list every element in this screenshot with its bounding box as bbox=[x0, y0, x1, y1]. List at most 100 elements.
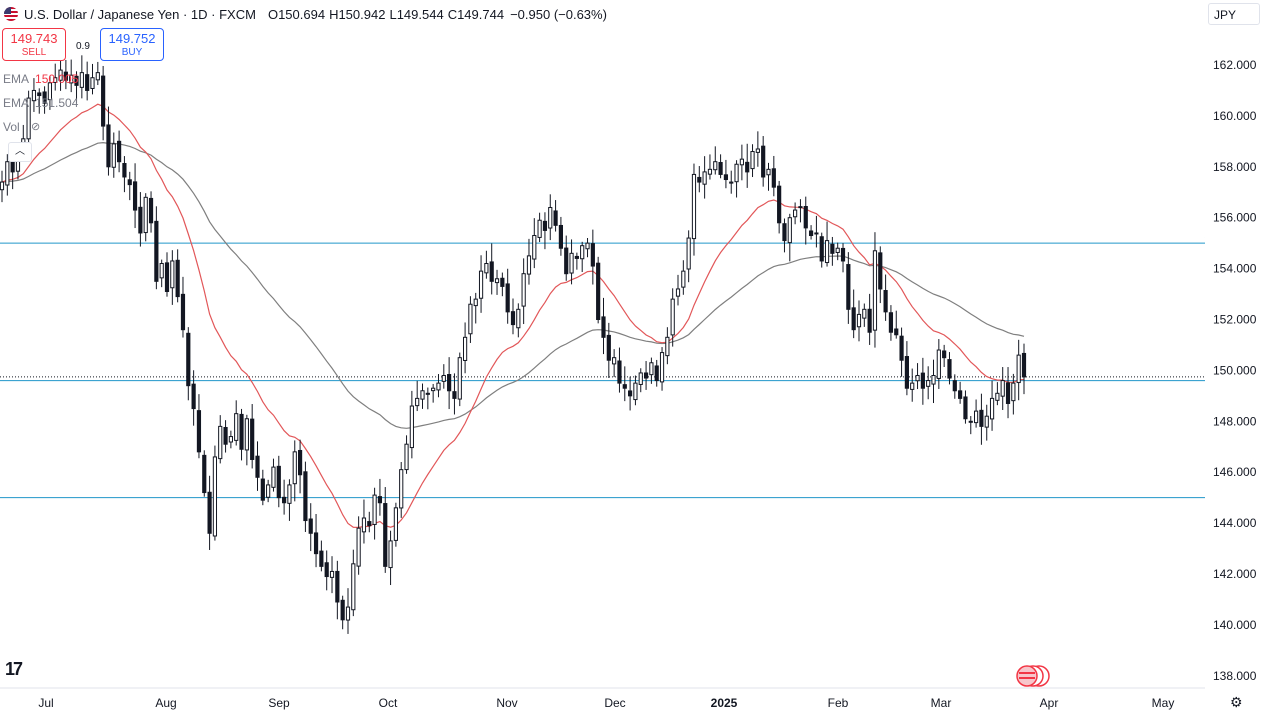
candle-body bbox=[878, 252, 883, 290]
candle bbox=[132, 163, 138, 229]
candle bbox=[686, 230, 691, 283]
candles bbox=[0, 51, 1027, 634]
candle bbox=[372, 487, 377, 540]
candle-body bbox=[478, 270, 484, 299]
events-flags-icon[interactable] bbox=[1015, 665, 1051, 687]
candle-body bbox=[10, 161, 15, 173]
candle bbox=[798, 199, 803, 223]
candle bbox=[643, 361, 649, 390]
candle-body bbox=[766, 168, 771, 176]
candle bbox=[31, 78, 37, 112]
candle-body bbox=[654, 365, 659, 382]
legend-ema-slow-name: EMA bbox=[3, 96, 30, 110]
price-axis-bg bbox=[1205, 0, 1266, 688]
candle-body bbox=[633, 382, 638, 401]
candle-body bbox=[223, 426, 228, 445]
eye-off-icon[interactable]: ⊘ bbox=[31, 121, 41, 133]
candle-body bbox=[138, 206, 143, 234]
ohlc-open-key: O bbox=[267, 6, 279, 22]
candle bbox=[835, 242, 840, 261]
gear-icon[interactable]: ⚙ bbox=[1230, 694, 1243, 710]
candle bbox=[931, 359, 936, 404]
candle bbox=[255, 441, 260, 491]
candle bbox=[723, 159, 729, 189]
candle-body bbox=[202, 454, 207, 494]
candle-body bbox=[872, 250, 878, 331]
candle-body bbox=[675, 288, 681, 297]
candle bbox=[74, 71, 79, 104]
candle bbox=[734, 160, 739, 198]
buy-button[interactable]: 149.752 BUY bbox=[100, 28, 164, 61]
candle-body bbox=[345, 606, 351, 621]
candle-body bbox=[90, 77, 95, 89]
time-tick-label: Apr bbox=[1040, 696, 1059, 710]
candle bbox=[670, 288, 675, 347]
candle-body bbox=[803, 205, 808, 229]
candle-body bbox=[260, 478, 265, 501]
candle-body bbox=[425, 392, 430, 395]
candle-body bbox=[952, 380, 957, 392]
time-tick-label: 2025 bbox=[711, 696, 738, 710]
candle bbox=[202, 450, 207, 497]
candle-body bbox=[537, 219, 542, 238]
candle bbox=[659, 347, 665, 391]
candle-body bbox=[963, 396, 968, 420]
price-tick-label: 138.000 bbox=[1213, 669, 1257, 683]
legend-volume[interactable]: Vol bbox=[3, 120, 20, 134]
symbol-header[interactable]: U.S. Dollar / Japanese Yen · 1D · FXCM O… bbox=[4, 5, 607, 23]
candle-body bbox=[329, 570, 335, 578]
candle-body bbox=[936, 349, 941, 379]
candle-body bbox=[239, 413, 244, 450]
sell-button[interactable]: 149.743 SELL bbox=[2, 28, 66, 61]
candle bbox=[867, 293, 872, 345]
ohlc-change: −0.950 (−0.63%) bbox=[510, 6, 607, 22]
tradingview-logo[interactable]: 17 bbox=[5, 659, 23, 679]
candle bbox=[143, 193, 148, 242]
candle bbox=[548, 194, 553, 241]
candle bbox=[558, 216, 564, 256]
candle bbox=[958, 381, 963, 404]
candle-body bbox=[1000, 380, 1005, 397]
candle-body bbox=[718, 161, 723, 175]
currency-select[interactable]: JPY bbox=[1208, 3, 1260, 25]
candle-body bbox=[691, 173, 697, 240]
legend-ema-fast[interactable]: EMA 150.005 bbox=[3, 72, 78, 86]
legend-ema-slow[interactable]: EMA 151.504 bbox=[3, 96, 78, 110]
candle-body bbox=[574, 255, 579, 259]
candle bbox=[739, 144, 744, 181]
candle-body bbox=[101, 75, 106, 127]
candle bbox=[590, 229, 595, 285]
candle-body bbox=[553, 210, 558, 226]
candle-body bbox=[447, 374, 452, 392]
candle bbox=[42, 86, 47, 114]
candle bbox=[830, 236, 835, 266]
candle-body bbox=[1005, 382, 1011, 404]
candle bbox=[718, 154, 723, 179]
price-tick-label: 142.000 bbox=[1213, 567, 1257, 581]
price-tick-label: 158.000 bbox=[1213, 160, 1257, 174]
candle-body bbox=[659, 352, 665, 383]
chevron-up-icon[interactable]: ︿ bbox=[8, 142, 32, 162]
candle bbox=[239, 408, 244, 461]
candle-body bbox=[862, 308, 867, 319]
candle-body bbox=[399, 469, 404, 509]
candle bbox=[654, 359, 659, 387]
candle-body bbox=[218, 425, 223, 460]
candle-body bbox=[313, 532, 319, 555]
candle-body bbox=[244, 418, 249, 451]
candle bbox=[494, 269, 500, 295]
candle-body bbox=[127, 179, 132, 186]
candle-body bbox=[888, 312, 894, 333]
candle-body bbox=[739, 158, 744, 166]
candle-body bbox=[63, 71, 68, 81]
candle bbox=[872, 232, 878, 348]
candle-body bbox=[793, 209, 798, 218]
time-tick-label: Nov bbox=[496, 696, 517, 710]
candle bbox=[793, 202, 798, 225]
candle-body bbox=[697, 176, 702, 183]
candle-body bbox=[393, 507, 398, 541]
candle bbox=[367, 511, 372, 533]
candle bbox=[1000, 367, 1005, 410]
candle-body bbox=[484, 263, 489, 274]
